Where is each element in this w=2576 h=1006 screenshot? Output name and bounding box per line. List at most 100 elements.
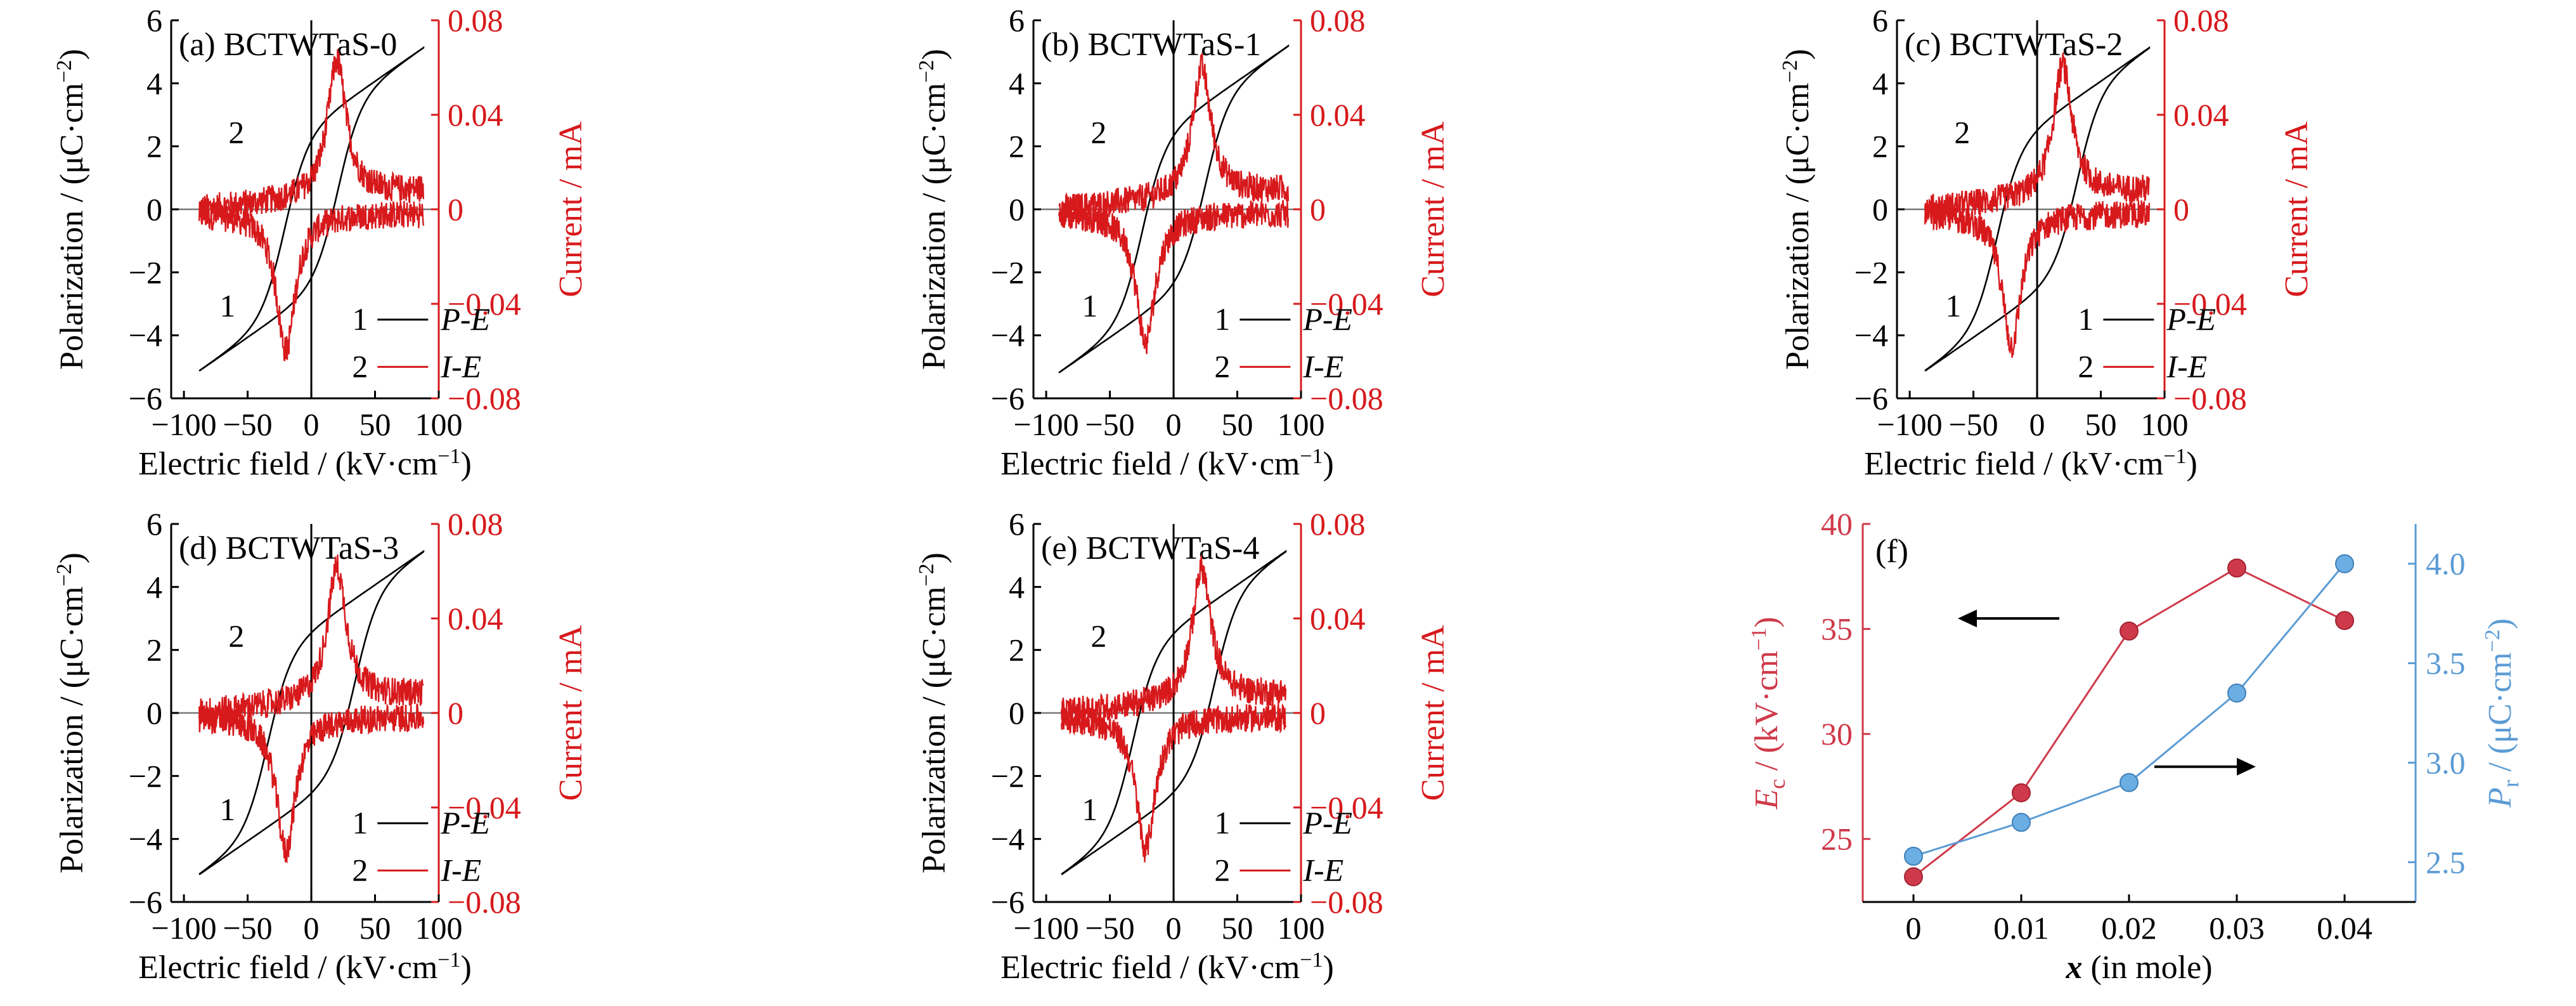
right-tick-label: −0.04: [448, 790, 521, 825]
left-tick-label: 6: [1009, 506, 1025, 542]
legend-num-2: 2: [1214, 852, 1230, 887]
left-tick-label: 0: [146, 695, 162, 731]
x-tick-label: 0.04: [2317, 910, 2372, 946]
left-tick-label: −6: [991, 884, 1025, 920]
left-tick-label: −6: [129, 381, 162, 416]
left-tick-label: 6: [1009, 3, 1025, 38]
ie-curve-lower: [198, 703, 425, 864]
curve-label-1: 1: [219, 288, 235, 323]
legend-num-1: 1: [2078, 301, 2094, 337]
x-tick-label: 50: [1222, 407, 1253, 442]
legend-label-ie: I-E: [440, 852, 481, 887]
curve-label-2: 2: [228, 618, 244, 654]
x-tick-label: 0.03: [2209, 910, 2265, 946]
right-tick-label: 0: [448, 695, 463, 731]
right-tick-label: 0: [1310, 192, 1326, 227]
pe-loop: [198, 549, 425, 875]
curve-label-2: 2: [1091, 618, 1106, 654]
right-tick-label: 0.04: [448, 97, 503, 133]
right-tick-label: 0.08: [1310, 3, 1366, 38]
legend-label-ie: I-E: [1302, 348, 1343, 384]
right-tick-label: −0.04: [2173, 286, 2247, 322]
left-tick-label: −4: [129, 821, 162, 857]
panel-title: (f): [1875, 533, 1908, 570]
right-tick-label: −0.08: [1310, 381, 1383, 416]
x-tick-label: 0: [2029, 407, 2045, 442]
x-tick-label: −50: [223, 407, 272, 442]
x-tick-label: −100: [1877, 407, 1942, 442]
left-tick-label: −4: [1854, 318, 1888, 353]
y-axis-right-label: Current / mA: [1415, 121, 1451, 297]
left-tick-label: −6: [1854, 381, 1888, 416]
left-tick-label: 2: [1009, 632, 1025, 668]
legend-num-2: 2: [2078, 348, 2094, 384]
left-tick-label: 2: [1872, 129, 1888, 164]
x-tick-label: 50: [2085, 407, 2117, 442]
curve-label-1: 1: [219, 792, 235, 827]
y-axis-left-label: Polarization / (μC·cm−2): [915, 552, 952, 873]
left-tick-label: 35: [1821, 611, 1853, 647]
ec-point: [1904, 867, 1923, 887]
left-tick-label: 0: [1872, 192, 1888, 227]
x-axis-label: Electric field / (kV·cm−1): [1000, 948, 1334, 986]
y-axis-left-label: Ec / (kV·cm−1): [1747, 617, 1790, 809]
x-tick-label: −100: [1013, 910, 1078, 946]
legend-label-pe: P-E: [440, 805, 490, 840]
x-tick-label: −50: [223, 910, 272, 946]
left-tick-label: −2: [129, 254, 162, 290]
x-tick-label: −50: [1948, 407, 1998, 442]
legend-label-pe: P-E: [1302, 301, 1352, 337]
right-tick-label: 0.04: [1310, 601, 1366, 636]
legend-num-1: 1: [1214, 301, 1230, 337]
panel-title: (b) BCTWTaS-1: [1041, 27, 1261, 63]
right-tick-label: 2.5: [2426, 844, 2466, 880]
left-tick-label: 6: [146, 3, 162, 38]
pe-loop: [1924, 46, 2151, 372]
right-tick-label: 0: [2173, 192, 2189, 227]
panel-f: 25 30 35 40 2.5 3.0 3.5 4.0 0 0.01 0.02 0.03 0.04 x (…: [1747, 506, 2523, 986]
right-tick-label: 0.08: [448, 506, 503, 542]
ie-curve-lower: [1061, 703, 1287, 863]
x-tick-label: 0.01: [1993, 910, 2049, 946]
left-tick-label: 6: [146, 506, 162, 542]
panel-title: (d) BCTWTaS-3: [179, 530, 399, 566]
left-tick-label: 2: [146, 129, 162, 164]
panel-title: (e) BCTWTaS-4: [1041, 530, 1259, 566]
y-axis-right-label: Current / mA: [553, 121, 589, 297]
ec-point: [2120, 621, 2139, 641]
pr-point: [2335, 554, 2354, 573]
left-tick-label: 0: [146, 192, 162, 227]
left-tick-label: 4: [146, 65, 162, 101]
right-tick-label: −0.08: [2173, 381, 2247, 416]
left-tick-label: 40: [1821, 506, 1853, 542]
curve-label-2: 2: [228, 115, 244, 150]
right-tick-label: −0.04: [1310, 790, 1383, 825]
ie-curve-upper: [1924, 52, 2151, 223]
x-tick-label: 100: [1278, 910, 1325, 946]
legend-label-pe: P-E: [2166, 301, 2216, 337]
y-axis-right-label: Current / mA: [2279, 121, 2315, 297]
left-tick-label: 4: [146, 569, 162, 604]
x-tick-label: 50: [359, 407, 391, 442]
x-tick-label: 100: [415, 910, 463, 946]
left-tick-label: 30: [1821, 716, 1853, 752]
left-tick-label: −4: [129, 318, 162, 353]
y-axis-right-label: Current / mA: [1415, 625, 1451, 801]
right-tick-label: 0.04: [1310, 97, 1366, 133]
ie-curve-lower: [1924, 200, 2151, 358]
right-tick-label: 0.08: [448, 3, 503, 38]
x-tick-label: 100: [1278, 407, 1325, 442]
right-tick-label: −0.08: [1310, 884, 1383, 920]
legend-num-1: 1: [352, 805, 368, 840]
left-tick-label: 4: [1009, 569, 1025, 604]
left-tick-label: −2: [991, 254, 1025, 290]
curve-label-1: 1: [1945, 288, 1961, 323]
left-tick-label: −2: [129, 758, 162, 794]
right-tick-label: 0: [1310, 695, 1326, 731]
ec-point: [2012, 783, 2031, 802]
pr-point: [2227, 683, 2246, 703]
y-axis-left-label: Polarization / (μC·cm−2): [1778, 49, 1816, 370]
left-tick-label: 0: [1009, 695, 1025, 731]
